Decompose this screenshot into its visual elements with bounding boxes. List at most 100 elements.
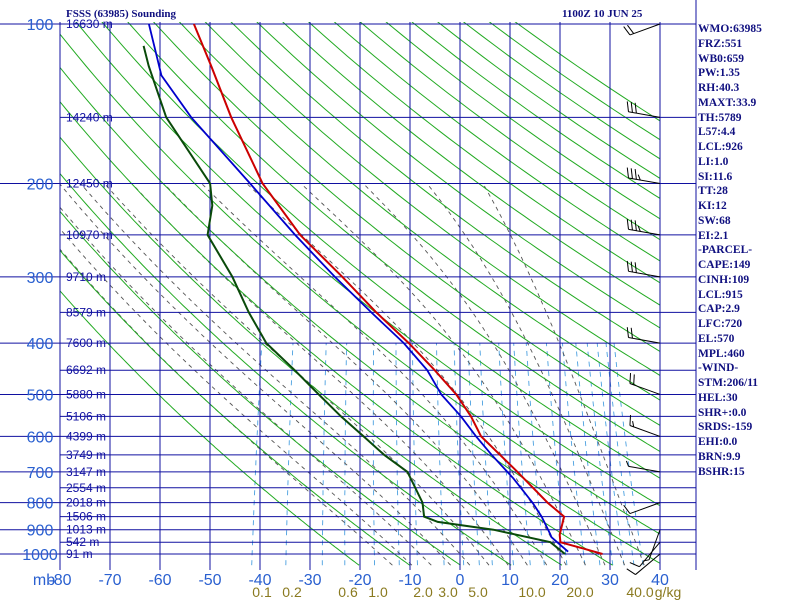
dry-adiabat <box>153 22 660 426</box>
mixing-ratio-label: 20.0 <box>566 584 593 600</box>
temperature-tick-label: 30 <box>601 572 619 589</box>
stat-item: KI:12 <box>698 200 727 212</box>
temperature-tick-label: 0 <box>456 572 465 589</box>
wind-barb-flag <box>629 562 640 568</box>
dry-adiabat <box>101 22 660 479</box>
stat-item: BSHR:15 <box>698 465 745 478</box>
temperature-tick-label: -30 <box>298 572 321 589</box>
stat-item: WMO:63985 <box>698 23 762 35</box>
grid-lines <box>0 0 697 570</box>
stat-item: MAXT:33.9 <box>698 96 757 109</box>
mixing-ratio-line <box>575 343 601 566</box>
station-title: FSSS (63985) Sounding <box>66 8 177 20</box>
wind-barb-flag <box>632 421 635 427</box>
dry-adiabat <box>204 22 660 377</box>
stat-item: SW:68 <box>698 214 731 227</box>
stat-item: STM:206/11 <box>698 377 759 389</box>
wind-barb-flag <box>625 460 629 467</box>
stat-item: PW:1.35 <box>698 67 740 80</box>
dry-adiabat <box>307 22 660 284</box>
height-label: 5880 m <box>66 387 106 401</box>
dry-adiabat <box>333 22 660 262</box>
mixing-ratio-label: 0.1 <box>252 584 272 600</box>
wind-barb-flag <box>634 262 637 273</box>
dry-adiabat <box>60 33 660 535</box>
wind-barb-flag <box>630 168 633 179</box>
dry-adiabat <box>230 22 660 353</box>
moist-adiabat-lines <box>60 183 645 566</box>
pressure-tick-label: 400 <box>27 336 54 353</box>
wind-barb-flag <box>626 568 636 575</box>
pressure-tick-label: 900 <box>27 523 54 540</box>
mixing-ratio-label: 1.0 <box>368 584 388 600</box>
stat-item: SRDS:-159 <box>698 421 753 434</box>
wind-barb-flag <box>626 327 629 338</box>
wind-barb <box>626 218 661 236</box>
stat-item: CAPE:149 <box>698 259 751 271</box>
valid-time: 1100Z 10 JUN 25 <box>562 8 643 20</box>
height-label: 6692 m <box>66 363 106 377</box>
mixing-ratio-line <box>467 343 480 566</box>
wind-barb <box>629 415 661 437</box>
stat-item: RH:40.3 <box>698 82 740 94</box>
parcel-line <box>148 23 569 553</box>
mixing-ratio-unit: g/kg <box>655 584 681 600</box>
stat-item: HEL:30 <box>698 391 738 404</box>
dry-adiabat-lines <box>60 22 660 566</box>
wind-barb-flag <box>630 261 633 273</box>
dry-adiabat <box>60 100 613 566</box>
wind-barb-staff <box>629 383 661 395</box>
wind-barb <box>643 529 661 562</box>
wind-barb-staff <box>648 529 661 560</box>
height-label: 16630 m <box>66 17 113 31</box>
pressure-tick-label: 100 <box>27 17 54 34</box>
height-label: 9710 m <box>66 270 106 284</box>
stat-item: EL:570 <box>698 332 735 345</box>
sounding-profiles <box>142 23 603 555</box>
stat-item: BRN:9.9 <box>698 450 741 463</box>
pressure-tick-label: 200 <box>27 177 54 194</box>
wind-barb <box>629 541 661 568</box>
wind-barb-flag <box>627 24 635 34</box>
height-label: 3147 m <box>66 465 106 479</box>
moist-adiabat <box>60 228 413 566</box>
height-label: 12450 m <box>66 177 113 191</box>
wind-barb-staff <box>628 337 661 344</box>
height-label: 14240 m <box>66 110 113 124</box>
pressure-tick-label: 600 <box>27 429 54 446</box>
stat-item: TT:28 <box>698 185 728 198</box>
temperature-tick-label: -40 <box>248 572 271 589</box>
dry-adiabat <box>60 172 512 566</box>
dewpoint-line <box>142 45 566 555</box>
stat-item: SI:11.6 <box>698 170 733 183</box>
wind-barb <box>626 553 661 575</box>
wind-barb-staff <box>639 541 661 568</box>
temperature-tick-label: -20 <box>348 572 371 589</box>
wind-barb-flag <box>626 167 629 179</box>
temperature-tick-label: 10 <box>501 572 519 589</box>
moist-adiabat <box>362 183 606 566</box>
wind-barb-staff <box>629 425 661 437</box>
moist-adiabat <box>300 183 586 566</box>
height-label: 2018 m <box>66 496 106 510</box>
temperature-tick-label: 40 <box>651 572 669 589</box>
stat-item: LCL:915 <box>698 288 743 301</box>
wind-barb-staff <box>635 553 661 575</box>
mixing-ratio-line <box>285 343 294 566</box>
mixing-ratio-line <box>372 343 375 566</box>
wind-barb <box>623 502 661 515</box>
mixing-ratio-line <box>513 343 531 566</box>
temperature-tick-label: -50 <box>198 572 221 589</box>
wind-barb-flag <box>630 102 633 113</box>
wind-barb-staff <box>629 502 661 515</box>
stats-panel: WMO:63985 FRZ:551 WB0:659 PW:1.35 RH:40.3 MAX… <box>698 22 800 479</box>
temperature-tick-label: -60 <box>148 572 171 589</box>
moist-adiabat <box>426 183 626 566</box>
wind-barb-staff <box>628 465 661 473</box>
dry-adiabat <box>178 22 660 401</box>
pressure-tick-label: 700 <box>27 465 54 482</box>
dry-adiabat <box>60 136 563 566</box>
height-label: 91 m <box>66 547 93 561</box>
wind-barb <box>625 460 661 473</box>
